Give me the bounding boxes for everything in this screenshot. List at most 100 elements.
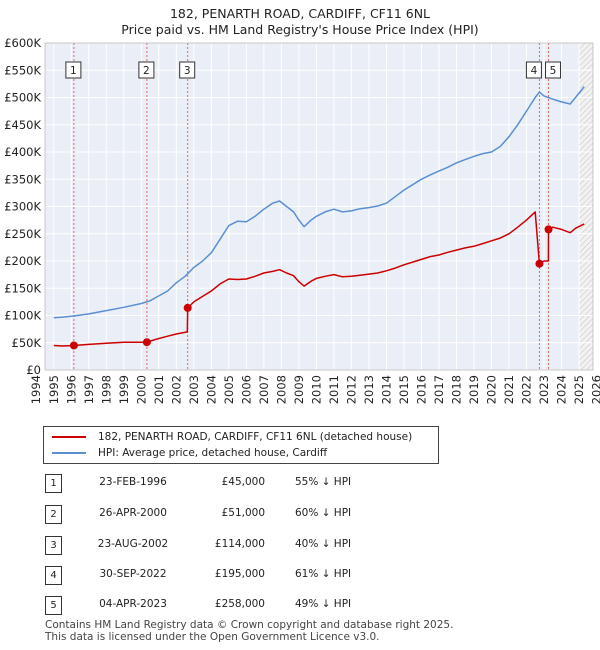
sale-price: £45,000 [221,476,265,488]
x-tick-label: 2000 [134,375,148,404]
x-tick-label: 2023 [537,375,551,404]
x-tick-label: 2013 [362,375,376,404]
sale-marker-label: 3 [45,536,62,555]
x-tick-label: 2011 [327,375,341,404]
sale-marker-label: 5 [45,596,62,615]
price-chart: £0 £50K £100K £150K £200K £250K £300K £350K £400… [4,36,600,404]
sale-date: 04-APR-2023 [99,598,167,610]
legend-item-property: 182, PENARTH ROAD, CARDIFF, CF11 6NL (de… [52,429,412,445]
sale-marker-text: 3 [184,65,191,77]
x-tick-label: 2017 [432,375,446,404]
property-price-line [53,211,585,347]
legend-item-hpi: HPI: Average price, detached house, Card… [52,445,327,461]
sale-date: 23-AUG-2002 [97,538,169,550]
x-tick-label: 2018 [449,375,463,404]
footer: Contains HM Land Registry data © Crown c… [45,619,453,643]
y-tick-label: £250K [4,227,41,241]
sale-marker-text: 5 [550,65,557,77]
x-tick-label: 2026 [590,375,600,404]
table-row: 2 26-APR-2000 £51,000 60% ↓ HPI [45,505,445,525]
y-tick-label: £300K [4,200,41,214]
legend-label-property: 182, PENARTH ROAD, CARDIFF, CF11 6NL (de… [98,431,413,443]
chart-title: 182, PENARTH ROAD, CARDIFF, CF11 6NL [169,6,431,21]
y-tick-label: £450K [4,118,41,132]
y-tick-label: £150K [4,281,41,295]
x-tick-label: 2014 [379,375,393,404]
legend-swatch-property [52,436,86,438]
y-tick-label: £600K [4,36,41,50]
sale-marker-box [65,61,82,79]
sale-marker-box [545,61,562,79]
x-tick-label: 2016 [414,375,428,404]
sale-hpi-diff: 49% ↓ HPI [295,598,352,610]
x-tick-label: 2012 [344,375,358,404]
y-tick-label: £400K [4,145,41,159]
sale-point [183,303,192,312]
x-tick-label: 1998 [99,375,113,404]
sale-hpi-diff: 60% ↓ HPI [295,507,352,519]
table-row: 1 23-FEB-1996 £45,000 55% ↓ HPI [45,474,445,494]
sale-price: £258,000 [214,598,265,610]
sale-marker-box [138,61,155,79]
sale-date: 26-APR-2000 [99,507,167,519]
table-row: 4 30-SEP-2022 £195,000 61% ↓ HPI [45,566,445,586]
x-tick-label: 1999 [117,375,131,404]
sale-marker-text: 2 [143,65,150,77]
sale-date: 23-FEB-1996 [99,476,167,488]
sale-point [535,259,544,268]
table-row: 3 23-AUG-2002 £114,000 40% ↓ HPI [45,536,445,556]
hpi-line [53,86,585,319]
sale-hpi-diff: 55% ↓ HPI [295,476,352,488]
sale-price: £114,000 [214,538,265,550]
y-tick-label: £500K [4,91,41,105]
x-tick-label: 2006 [239,375,253,404]
x-tick-label: 2004 [204,375,218,404]
sale-marker-box [179,61,196,79]
sale-date: 30-SEP-2022 [99,568,167,580]
x-tick-label: 2024 [554,375,568,404]
plot-frame [44,42,594,371]
sale-marker-label: 4 [45,566,62,585]
x-tick-label: 2022 [519,375,533,404]
sale-marker-box [525,61,542,79]
x-tick-label: 2003 [187,375,201,404]
x-tick-label: 1994 [29,375,43,404]
y-tick-label: £0 [26,363,41,377]
y-tick-label: £50K [12,336,42,350]
sale-point [544,225,553,234]
table-row: 5 04-APR-2023 £258,000 49% ↓ HPI [45,596,445,616]
x-tick-label: 2021 [502,375,516,404]
x-tick-label: 2019 [467,375,481,404]
x-tick-label: 2020 [484,375,498,404]
sale-marker-text: 1 [70,65,77,77]
x-tick-label: 1997 [82,375,96,404]
y-tick-label: £100K [4,309,41,323]
y-tick-label: £350K [4,172,41,186]
y-tick-label: £200K [4,254,41,268]
x-tick-label: 2005 [222,375,236,404]
legend-label-hpi: HPI: Average price, detached house, Card… [98,447,328,459]
footer-license: This data is licensed under the Open Gov… [45,631,380,643]
sale-marker-label: 2 [45,505,62,524]
sale-hpi-diff: 61% ↓ HPI [295,568,352,580]
legend-swatch-hpi [52,452,86,454]
x-tick-label: 2008 [274,375,288,404]
sale-marker-label: 1 [45,474,62,493]
sale-marker-text: 4 [531,65,538,77]
y-tick-label: £550K [4,63,41,77]
sale-point [69,341,78,350]
sale-point [142,338,151,347]
x-tick-label: 2015 [397,375,411,404]
legend: 182, PENARTH ROAD, CARDIFF, CF11 6NL (de… [43,426,439,464]
x-tick-label: 2007 [257,375,271,404]
sale-hpi-diff: 40% ↓ HPI [295,538,352,550]
x-tick-label: 2009 [292,375,306,404]
x-tick-label: 2025 [572,375,586,404]
x-tick-label: 2001 [152,375,166,404]
x-tick-label: 2002 [169,375,183,404]
x-tick-label: 2010 [309,375,323,404]
series-group [53,86,585,347]
x-tick-label: 1995 [47,375,61,404]
chart-subtitle: Price paid vs. HM Land Registry's House … [121,22,479,37]
sale-price: £51,000 [221,507,265,519]
